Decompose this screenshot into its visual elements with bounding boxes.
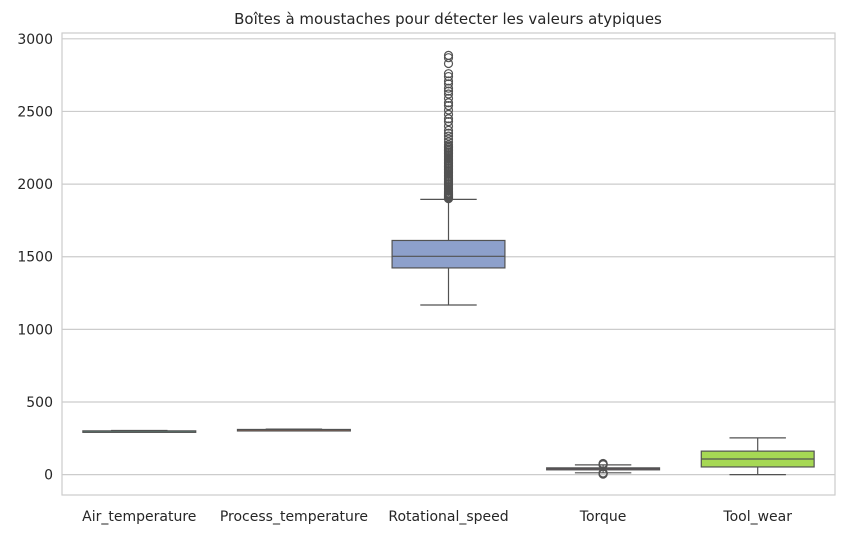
outlier-point: [443, 71, 454, 82]
outlier-point: [443, 128, 454, 138]
box-torque: [546, 458, 661, 479]
boxes: [82, 50, 815, 479]
outlier-point: [443, 101, 454, 111]
outlier-point: [443, 89, 454, 99]
y-tick-label: 3000: [17, 32, 53, 48]
y-axis: 0 500 1000 1500 2000 2500 3000: [17, 32, 53, 484]
x-tick-label: Air_temperature: [82, 509, 196, 525]
outlier-point: [443, 114, 454, 124]
box-process-temperature: [236, 428, 351, 432]
outlier-point: [598, 458, 608, 469]
outlier-point: [443, 134, 454, 144]
x-axis: Air_temperature Process_temperature Rotati…: [82, 509, 792, 525]
outlier-point: [443, 98, 454, 108]
y-tick-label: 0: [44, 468, 53, 484]
x-tick-label: Rotational_speed: [388, 509, 508, 525]
outlier-point: [443, 125, 454, 135]
box-rotational-speed: [391, 50, 506, 306]
outlier-point: [443, 137, 454, 147]
y-tick-label: 500: [26, 395, 53, 411]
plot-frame: [61, 32, 836, 496]
y-tick-label: 2000: [17, 177, 53, 193]
y-tick-label: 1000: [17, 322, 53, 338]
box-air-temperature: [82, 429, 197, 433]
outlier-point: [443, 86, 454, 96]
outlier-point: [443, 83, 454, 93]
outlier-point: [443, 121, 454, 131]
outlier-point: [443, 50, 454, 60]
y-tick-label: 2500: [17, 104, 53, 120]
iqr-box: [391, 239, 506, 269]
outlier-point: [443, 109, 454, 119]
y-tick-label: 1500: [17, 250, 53, 266]
outlier-point: [443, 93, 454, 103]
x-tick-label: Tool_wear: [722, 509, 792, 525]
outlier-point: [443, 117, 454, 127]
outlier-point: [443, 76, 454, 86]
outlier-point: [443, 105, 454, 115]
outlier-point: [443, 131, 454, 141]
outlier-point: [443, 53, 454, 63]
box-tool-wear: [700, 437, 815, 476]
chart-title: Boîtes à moustaches pour détecter les va…: [234, 10, 662, 28]
x-tick-label: Torque: [579, 509, 627, 525]
x-tick-label: Process_temperature: [220, 509, 368, 525]
outlier-point: [443, 69, 454, 79]
outlier-point: [443, 79, 454, 89]
outlier-point: [443, 140, 454, 150]
